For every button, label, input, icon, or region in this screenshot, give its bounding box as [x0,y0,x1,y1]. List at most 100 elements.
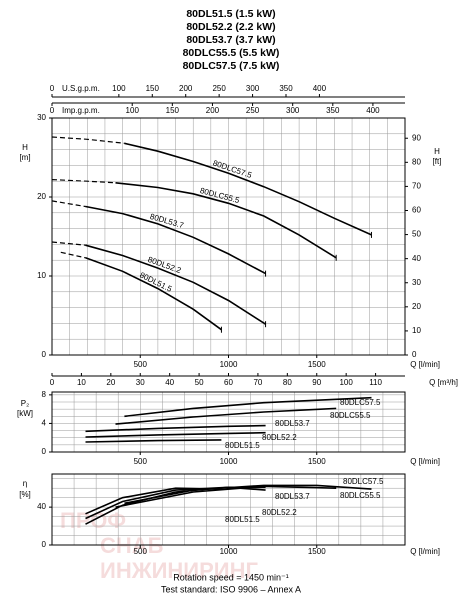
bottom-axis2-tick-label: 30 [136,378,145,387]
curve-label: 80DLC55.5 [199,186,241,205]
curve [85,431,266,438]
top-axis-tick-label: 100 [112,84,126,93]
bottom-axis2-tick-label: 50 [195,378,204,387]
model-line: 80DL51.5 (1.5 kW) [186,8,275,20]
y-tick-label: 4 [42,419,47,428]
bottom-axis2-tick-label: 0 [50,378,55,387]
bottom-axis2-tick-label: 70 [253,378,262,387]
x-axis-label: Q [l/min] [410,457,440,466]
model-line: 80DLC57.5 (7.5 kW) [183,60,280,72]
curve [85,424,266,433]
curve [85,439,222,443]
y-tick-label: 8 [42,390,47,399]
x-tick-label: 1000 [220,457,238,466]
x-axis-label: Q [l/min] [410,360,440,369]
curve [115,407,337,425]
x-tick-label: 1500 [308,457,326,466]
x-tick-label: 500 [134,547,148,556]
curve [115,182,337,259]
y2-tick-label: 10 [412,326,421,335]
top-axis-tick-label: 0 [50,106,55,115]
top-axis-tick-label: 150 [146,84,160,93]
bottom-axis2-tick-label: 80 [283,378,292,387]
curve [124,484,372,505]
x-tick-label: 1000 [220,547,238,556]
curve [85,486,266,525]
top-axis-tick-label: 350 [326,106,340,115]
curve [124,142,372,236]
x-tick-label: 1500 [308,547,326,556]
bottom-axis2-tick-label: 100 [339,378,353,387]
y-tick-label: 0 [42,540,47,549]
curve-label: 80DL51.5 [225,441,260,450]
top-axis-tick-label: 400 [313,84,327,93]
curve-extension [51,241,86,246]
y2-tick-label: 90 [412,133,421,142]
y2-tick-label: 70 [412,182,421,191]
curve-extension [60,251,86,259]
x-tick-label: 500 [134,457,148,466]
top-axis-tick-label: 400 [366,106,380,115]
top-axis-tick-label: 300 [246,84,260,93]
footer-line: Rotation speed = 1450 min⁻¹ [173,572,289,582]
y-axis-label: P₂ [21,399,29,408]
y2-tick-label: 60 [412,206,421,215]
y2-tick-label: 0 [412,350,417,359]
top-axis-tick-label: 250 [212,84,226,93]
curve-label: 80DL52.2 [262,508,297,517]
top-axis-label: U.S.g.p.m. [62,84,100,93]
x-tick-label: 1000 [220,360,238,369]
y-axis-label: H [22,143,28,152]
y2-tick-label: 30 [412,278,421,287]
top-axis-tick-label: 300 [286,106,300,115]
curve-extension [51,136,125,144]
curve-extension [51,200,86,208]
curve [85,257,222,331]
curve-label: 80DLC55.5 [330,411,371,420]
curve [124,396,372,418]
bottom-axis2-tick-label: 110 [369,378,382,387]
x-tick-label: 500 [134,360,148,369]
curve [85,205,266,275]
y-tick-label: 20 [37,192,46,201]
y-tick-label: 0 [42,350,47,359]
bottom-axis2-label: Q [m³/h] [429,378,458,387]
curve-label: 80DL53.7 [275,419,310,428]
y2-tick-label: 80 [412,157,421,166]
y-tick-label: 40 [37,502,46,511]
y2-axis-label: H [434,147,440,156]
bottom-axis2-tick-label: 60 [224,378,233,387]
bottom-axis2-tick-label: 40 [165,378,174,387]
curve-label: 80DL52.2 [262,433,297,442]
curve [85,486,266,520]
curve-label: 80DLC57.5 [343,477,384,486]
model-line: 80DLC55.5 (5.5 kW) [183,47,280,59]
bottom-axis2-tick-label: 20 [106,378,115,387]
curve-label: 80DLC55.5 [340,491,381,500]
y-axis-label: η [23,479,27,488]
bottom-axis2-tick-label: 10 [77,378,86,387]
curve [85,244,267,325]
curve-label: 80DL53.7 [275,492,310,501]
y2-axis-unit: [ft] [433,157,442,166]
top-axis-tick-label: 150 [166,106,180,115]
y2-tick-label: 40 [412,254,421,263]
x-axis-label: Q [l/min] [410,547,440,556]
top-axis-label: Imp.g.p.m. [62,106,100,115]
model-line: 80DL53.7 (3.7 kW) [186,34,275,46]
curve [115,485,337,508]
curve-label: 80DL52.2 [147,255,183,275]
y-axis-unit: [kW] [17,409,33,418]
model-line: 80DL52.2 (2.2 kW) [186,21,275,33]
curve-label: 80DLC57.5 [340,398,381,407]
footer-line: Test standard: ISO 9906 – Annex A [161,584,301,594]
top-axis-tick-label: 350 [279,84,293,93]
top-axis-tick-label: 0 [50,84,55,93]
y2-tick-label: 50 [412,230,421,239]
x-tick-label: 1500 [308,360,326,369]
top-axis-tick-label: 200 [179,84,193,93]
watermark: ИНЖИНИРИНГ [100,558,258,583]
top-axis-tick-label: 100 [126,106,140,115]
curve-extension [51,179,116,184]
